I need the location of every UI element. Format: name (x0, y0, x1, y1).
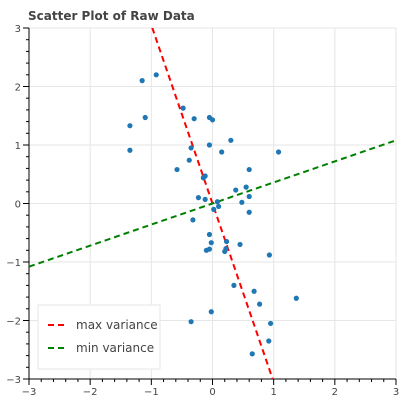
data-point (127, 147, 133, 153)
data-point (222, 248, 228, 255)
data-point (239, 199, 245, 205)
chart-title: Scatter Plot of Raw Data (28, 9, 195, 23)
data-point (249, 351, 255, 357)
data-point (275, 149, 282, 155)
y-tick-label: 3 (15, 24, 21, 35)
variance-lines (29, 28, 396, 379)
data-point (214, 199, 220, 205)
data-point (208, 240, 214, 246)
y-tick-label: −3 (6, 375, 21, 386)
y-tick-label: 0 (15, 200, 21, 211)
data-point (127, 123, 133, 129)
x-tick-label: −3 (22, 387, 37, 398)
data-point (209, 117, 216, 123)
data-point (223, 238, 230, 245)
y-tick-label: 2 (15, 83, 21, 94)
legend: max variance min variance (37, 304, 161, 370)
data-point (190, 217, 196, 223)
x-tick-label: 0 (209, 387, 215, 398)
data-point (142, 114, 148, 121)
data-point (216, 203, 222, 210)
data-point (139, 78, 145, 84)
legend-box (37, 304, 161, 370)
data-point (188, 319, 194, 325)
y-tick-label: 1 (15, 141, 21, 152)
data-point (191, 116, 197, 122)
data-point (208, 309, 214, 315)
data-point (268, 320, 274, 327)
grid (28, 27, 397, 380)
data-point (246, 193, 252, 200)
data-point (251, 288, 257, 294)
data-point (174, 166, 180, 173)
x-tick-label: 1 (270, 387, 276, 398)
data-point (186, 157, 192, 163)
data-point (211, 206, 217, 212)
data-point (206, 246, 213, 252)
x-tick-label: −2 (83, 387, 98, 398)
data-point (233, 187, 239, 193)
x-tick-label: 2 (332, 387, 338, 398)
data-point (195, 195, 202, 201)
data-point (266, 338, 272, 344)
data-point (256, 301, 263, 307)
data-point (180, 105, 186, 111)
data-point (228, 137, 234, 143)
data-point (243, 184, 249, 190)
min-variance-line (29, 139, 396, 268)
legend-label: max variance (76, 318, 158, 332)
data-point (202, 196, 208, 203)
data-point (246, 209, 252, 215)
data-point (200, 175, 206, 181)
y-tick-label: −2 (6, 317, 21, 328)
data-point (266, 252, 272, 258)
data-point (188, 145, 194, 151)
x-tick-label: 3 (393, 387, 399, 398)
data-point (237, 241, 243, 248)
data-point (293, 295, 299, 301)
x-tick-label: −1 (144, 387, 159, 398)
data-point (153, 72, 159, 78)
legend-label: min variance (76, 341, 154, 355)
y-tick-label: −1 (6, 258, 21, 269)
data-point (219, 149, 225, 155)
data-point (206, 142, 213, 148)
scatter-points (127, 72, 299, 357)
data-point (231, 282, 237, 288)
axis-ticks: −3 −2 −1 0 1 2 3 −3 −2 −1 0 1 2 3 (6, 24, 399, 398)
data-point (206, 231, 213, 238)
data-point (246, 166, 252, 173)
